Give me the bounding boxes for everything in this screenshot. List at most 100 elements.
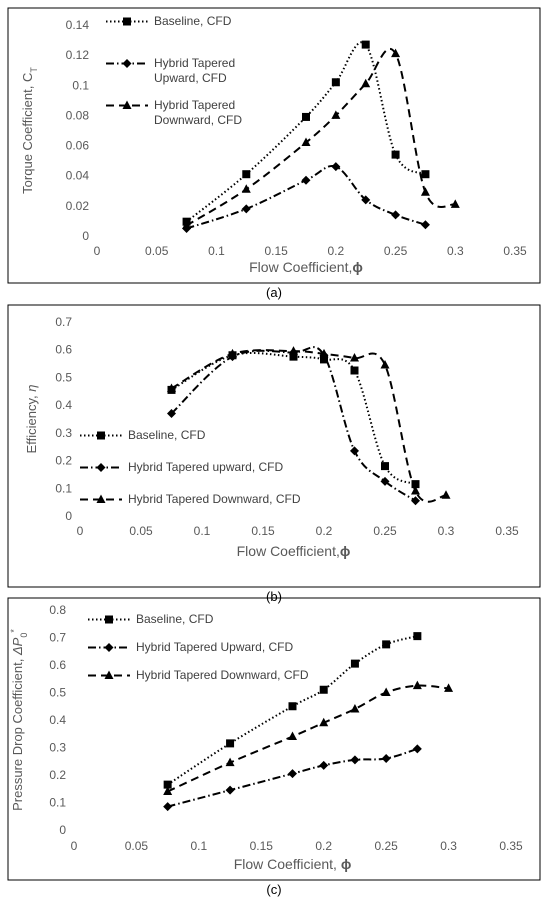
- legend-label: Baseline, CFD: [136, 612, 214, 626]
- marker: [331, 162, 341, 172]
- marker: [319, 760, 329, 770]
- marker: [163, 802, 173, 812]
- legend-label: Baseline, CFD: [128, 428, 206, 442]
- y-tick-label: 0.5: [55, 370, 72, 384]
- y-tick-label: 0.3: [49, 741, 66, 755]
- marker: [361, 195, 371, 205]
- legend-item: Baseline, CFD: [104, 14, 231, 29]
- y-tick-label: 0: [82, 229, 89, 243]
- marker: [225, 757, 235, 767]
- series-line: [167, 635, 418, 786]
- x-tick-label: 0.25: [384, 244, 408, 258]
- marker: [331, 110, 341, 119]
- y-tick-label: 0.14: [66, 18, 90, 32]
- panel-label: (b): [266, 589, 282, 604]
- y-axis-title: Efficiency, η: [24, 385, 39, 454]
- series-line: [170, 346, 417, 502]
- marker: [412, 680, 422, 690]
- y-tick-label: 0.1: [72, 78, 89, 92]
- legend-label: Hybrid Tapered Downward, CFD: [136, 668, 309, 682]
- legend-label: Hybrid Tapered upward, CFD: [128, 460, 284, 474]
- x-tick-label: 0.1: [208, 244, 225, 258]
- marker: [350, 755, 360, 765]
- label-part: Flow Coefficient,: [249, 259, 352, 275]
- marker: [331, 78, 340, 87]
- legend-swatch: [88, 615, 130, 624]
- label-part: Torque Coefficient, C: [20, 73, 35, 194]
- x-tick-label: 0: [94, 244, 101, 258]
- y-tick-label: 0.5: [49, 686, 66, 700]
- marker: [319, 348, 329, 358]
- marker: [411, 480, 420, 489]
- y-tick-label: 0.8: [49, 603, 66, 617]
- marker: [163, 780, 172, 789]
- series-line: [171, 349, 447, 503]
- label-part: ΔP: [10, 637, 25, 656]
- marker: [350, 704, 360, 713]
- x-tick-label: 0.15: [264, 244, 288, 258]
- y-tick-label: 0.04: [66, 169, 90, 183]
- panel-label: (a): [266, 285, 282, 300]
- x-tick-label: 0.35: [495, 524, 519, 538]
- legend-item: Hybrid Tapered upward, CFD: [78, 460, 283, 475]
- x-tick-label: 0.05: [129, 524, 153, 538]
- legend-swatch: [106, 59, 148, 68]
- label-part: 0: [19, 633, 29, 638]
- legend-swatch: [80, 494, 122, 503]
- panel-frame: [7, 304, 541, 588]
- legend-item: Baseline, CFD: [78, 428, 205, 443]
- label-part: Flow Coefficient,: [237, 543, 340, 559]
- marker: [391, 210, 401, 220]
- marker: [288, 731, 297, 740]
- marker: [96, 494, 106, 503]
- legend-swatch: [80, 431, 122, 440]
- series-line: [167, 684, 449, 793]
- series-line: [186, 165, 426, 230]
- marker: [350, 446, 359, 456]
- marker: [413, 632, 422, 641]
- marker: [104, 643, 114, 652]
- marker: [361, 40, 370, 49]
- chart: 0 0.1 0.2 0.3 0.4 0.5 0.6 0.7 0.8 0 0.05 0.1 0.15 0.2…: [7, 597, 541, 897]
- label-part: Efficiency,: [24, 392, 39, 454]
- y-tick-label: 0.06: [66, 139, 90, 153]
- marker: [104, 670, 114, 679]
- y-tick-label: 0: [59, 823, 66, 837]
- y-tick-label: 0: [65, 509, 72, 523]
- panel-label: (c): [266, 882, 281, 897]
- x-tick-label: 0.2: [328, 244, 345, 258]
- marker: [381, 462, 389, 471]
- x-axis-title: Flow Coefficient,ϕ: [249, 259, 363, 275]
- marker: [302, 112, 310, 121]
- marker: [167, 408, 176, 418]
- y-tick-label: 0.4: [49, 713, 66, 727]
- marker: [241, 204, 251, 214]
- marker: [450, 199, 460, 208]
- marker: [289, 346, 298, 355]
- label-part: ϕ: [341, 856, 352, 872]
- marker: [350, 366, 359, 375]
- x-tick-label: 0.3: [440, 839, 457, 853]
- marker: [105, 615, 113, 624]
- marker: [350, 659, 359, 668]
- label-part: T: [29, 67, 39, 73]
- marker: [288, 702, 297, 711]
- y-tick-label: 0.1: [49, 796, 66, 810]
- y-tick-label: 0.3: [55, 426, 72, 440]
- legend-swatch: [80, 463, 122, 472]
- label-part: *: [9, 629, 19, 633]
- chart: 0 0.02 0.04 0.06 0.08 0.1 0.12 0.14 0 0.05 0.1 0.15…: [7, 7, 541, 300]
- marker: [411, 496, 420, 506]
- y-tick-label: 0.7: [49, 631, 66, 645]
- marker: [242, 170, 251, 179]
- series-line: [186, 47, 456, 227]
- marker: [163, 786, 173, 795]
- y-tick-label: 0.7: [55, 315, 72, 329]
- x-tick-label: 0.25: [374, 839, 398, 853]
- y-tick-label: 0.2: [49, 768, 66, 782]
- x-axis-title: Flow Coefficient,ϕ: [237, 543, 351, 559]
- legend-label: Hybrid Tapered Upward, CFD: [136, 640, 294, 654]
- marker: [381, 687, 391, 696]
- marker: [225, 785, 235, 795]
